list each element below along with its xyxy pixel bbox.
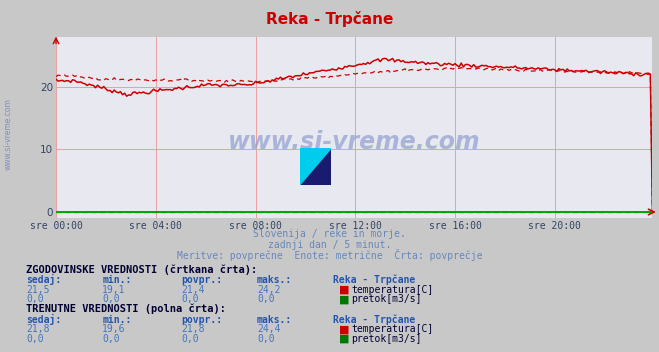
Text: 24,4: 24,4 (257, 325, 281, 334)
Text: ■: ■ (339, 285, 350, 295)
Text: maks.:: maks.: (257, 315, 292, 325)
Text: Reka - Trpčane: Reka - Trpčane (333, 314, 415, 325)
Text: Reka - Trpčane: Reka - Trpčane (266, 11, 393, 27)
Text: www.si-vreme.com: www.si-vreme.com (4, 98, 13, 170)
Text: Reka - Trpčane: Reka - Trpčane (333, 275, 415, 285)
Text: temperatura[C]: temperatura[C] (351, 285, 434, 295)
Polygon shape (300, 148, 331, 185)
Text: maks.:: maks.: (257, 275, 292, 285)
Text: povpr.:: povpr.: (181, 275, 222, 285)
Text: Slovenija / reke in morje.: Slovenija / reke in morje. (253, 229, 406, 239)
Text: ■: ■ (339, 334, 350, 344)
Polygon shape (300, 148, 331, 185)
Text: 0,0: 0,0 (102, 294, 120, 304)
Text: temperatura[C]: temperatura[C] (351, 325, 434, 334)
Text: www.si-vreme.com: www.si-vreme.com (228, 130, 480, 154)
Text: 21,8: 21,8 (26, 325, 50, 334)
Text: pretok[m3/s]: pretok[m3/s] (351, 334, 422, 344)
Text: ■: ■ (339, 294, 350, 304)
Text: min.:: min.: (102, 315, 132, 325)
Text: 21,8: 21,8 (181, 325, 205, 334)
Text: 0,0: 0,0 (26, 334, 44, 344)
Text: 19,1: 19,1 (102, 285, 126, 295)
Text: zadnji dan / 5 minut.: zadnji dan / 5 minut. (268, 240, 391, 250)
Text: 21,5: 21,5 (26, 285, 50, 295)
Text: ■: ■ (339, 325, 350, 334)
Text: Meritve: povprečne  Enote: metrične  Črta: povprečje: Meritve: povprečne Enote: metrične Črta:… (177, 249, 482, 261)
Bar (316, 148, 331, 185)
Text: 0,0: 0,0 (257, 294, 275, 304)
Text: 19,6: 19,6 (102, 325, 126, 334)
Bar (300, 148, 316, 185)
Text: 0,0: 0,0 (181, 334, 199, 344)
Text: 0,0: 0,0 (181, 294, 199, 304)
Text: povpr.:: povpr.: (181, 315, 222, 325)
Text: TRENUTNE VREDNOSTI (polna črta):: TRENUTNE VREDNOSTI (polna črta): (26, 304, 226, 314)
Text: ZGODOVINSKE VREDNOSTI (črtkana črta):: ZGODOVINSKE VREDNOSTI (črtkana črta): (26, 264, 258, 275)
Text: sedaj:: sedaj: (26, 314, 61, 325)
Text: 0,0: 0,0 (26, 294, 44, 304)
Text: 24,2: 24,2 (257, 285, 281, 295)
Text: 0,0: 0,0 (102, 334, 120, 344)
Text: min.:: min.: (102, 275, 132, 285)
Text: 21,4: 21,4 (181, 285, 205, 295)
Text: 0,0: 0,0 (257, 334, 275, 344)
Text: sedaj:: sedaj: (26, 274, 61, 285)
Text: pretok[m3/s]: pretok[m3/s] (351, 294, 422, 304)
